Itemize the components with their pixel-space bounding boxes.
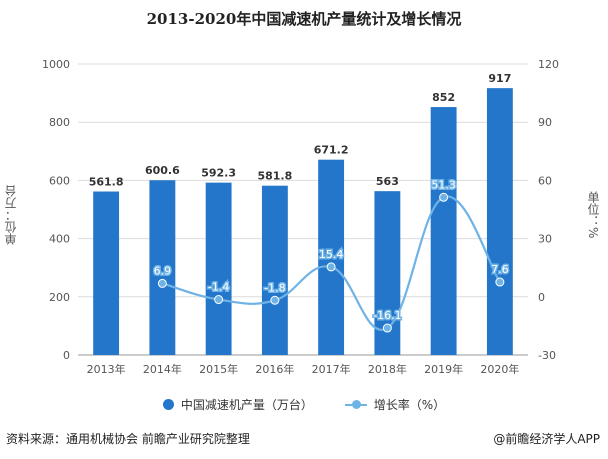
growth-point [157,278,167,288]
growth-point [439,192,449,202]
y-axis-right-label: 单位：% [586,191,600,239]
x-tick-label: 2014年 [143,362,182,376]
growth-point [270,295,280,305]
chart-title: 2013-2020年中国减速机产量统计及增长情况 [146,10,462,28]
growth-point [382,323,392,333]
growth-point [214,295,224,305]
x-tick-label: 2019年 [424,362,463,376]
legend-bar-swatch [162,399,174,410]
growth-value-label: 15.4 [319,248,344,261]
growth-value-label: 6.9 [154,264,172,277]
growth-value-label: 51.3 [431,178,456,191]
growth-point [326,262,336,272]
x-tick-label: 2013年 [87,362,126,376]
bar-value-label: 561.8 [89,176,124,189]
bar-value-label: 671.2 [314,144,349,157]
bar [205,182,232,355]
y-left-tick-label: 400 [49,233,70,246]
legend-bar-label: 中国减速机产量（万台） [180,398,313,412]
x-tick-label: 2017年 [312,362,351,376]
x-tick-label: 2020年 [480,362,519,376]
y-right-tick-label: 0 [538,291,545,304]
source-note: 资料来源：通用机械协会 前瞻产业研究院整理 [6,432,250,446]
bar-value-label: 592.3 [201,167,236,180]
growth-value-label: -1.8 [264,281,285,294]
y-left-tick-label: 800 [49,116,70,129]
y-left-tick-label: 600 [49,174,70,187]
growth-point [495,277,505,287]
bar [486,88,513,355]
legend-line-label: 增长率（%） [373,398,446,412]
legend-item-growth: 增长率（%） [344,396,446,413]
bar [430,107,457,356]
bar [93,191,120,355]
y-left-tick-label: 1000 [42,58,70,71]
bar-value-label: 917 [488,72,511,85]
x-tick-label: 2016年 [255,362,294,376]
legend-line-swatch [344,399,367,410]
legend-item-production: 中国减速机产量（万台） [162,396,313,413]
y-right-tick-label: 30 [538,233,552,246]
growth-value-label: -1.4 [208,281,229,294]
legend: 中国减速机产量（万台） 增长率（%） [0,396,608,413]
y-right-tick-label: 120 [538,58,559,71]
bar-value-label: 563 [376,175,399,188]
bar-value-label: 852 [432,91,455,104]
bar [261,185,288,355]
bar-value-label: 581.8 [257,170,292,183]
growth-value-label: 7.6 [491,263,509,276]
y-right-tick-label: -30 [538,349,556,362]
growth-value-label: -16.1 [373,309,401,322]
credit-note: @前瞻经济学人APP [493,432,600,446]
bar-value-label: 600.6 [145,164,180,177]
growth-line [162,195,501,331]
y-right-tick-label: 90 [538,116,552,129]
x-tick-label: 2015年 [199,362,238,376]
bar [318,159,345,355]
y-left-tick-label: 200 [49,291,70,304]
y-right-tick-label: 60 [538,174,552,187]
y-left-tick-label: 0 [63,349,70,362]
bar [149,180,176,355]
x-tick-label: 2018年 [368,362,407,376]
